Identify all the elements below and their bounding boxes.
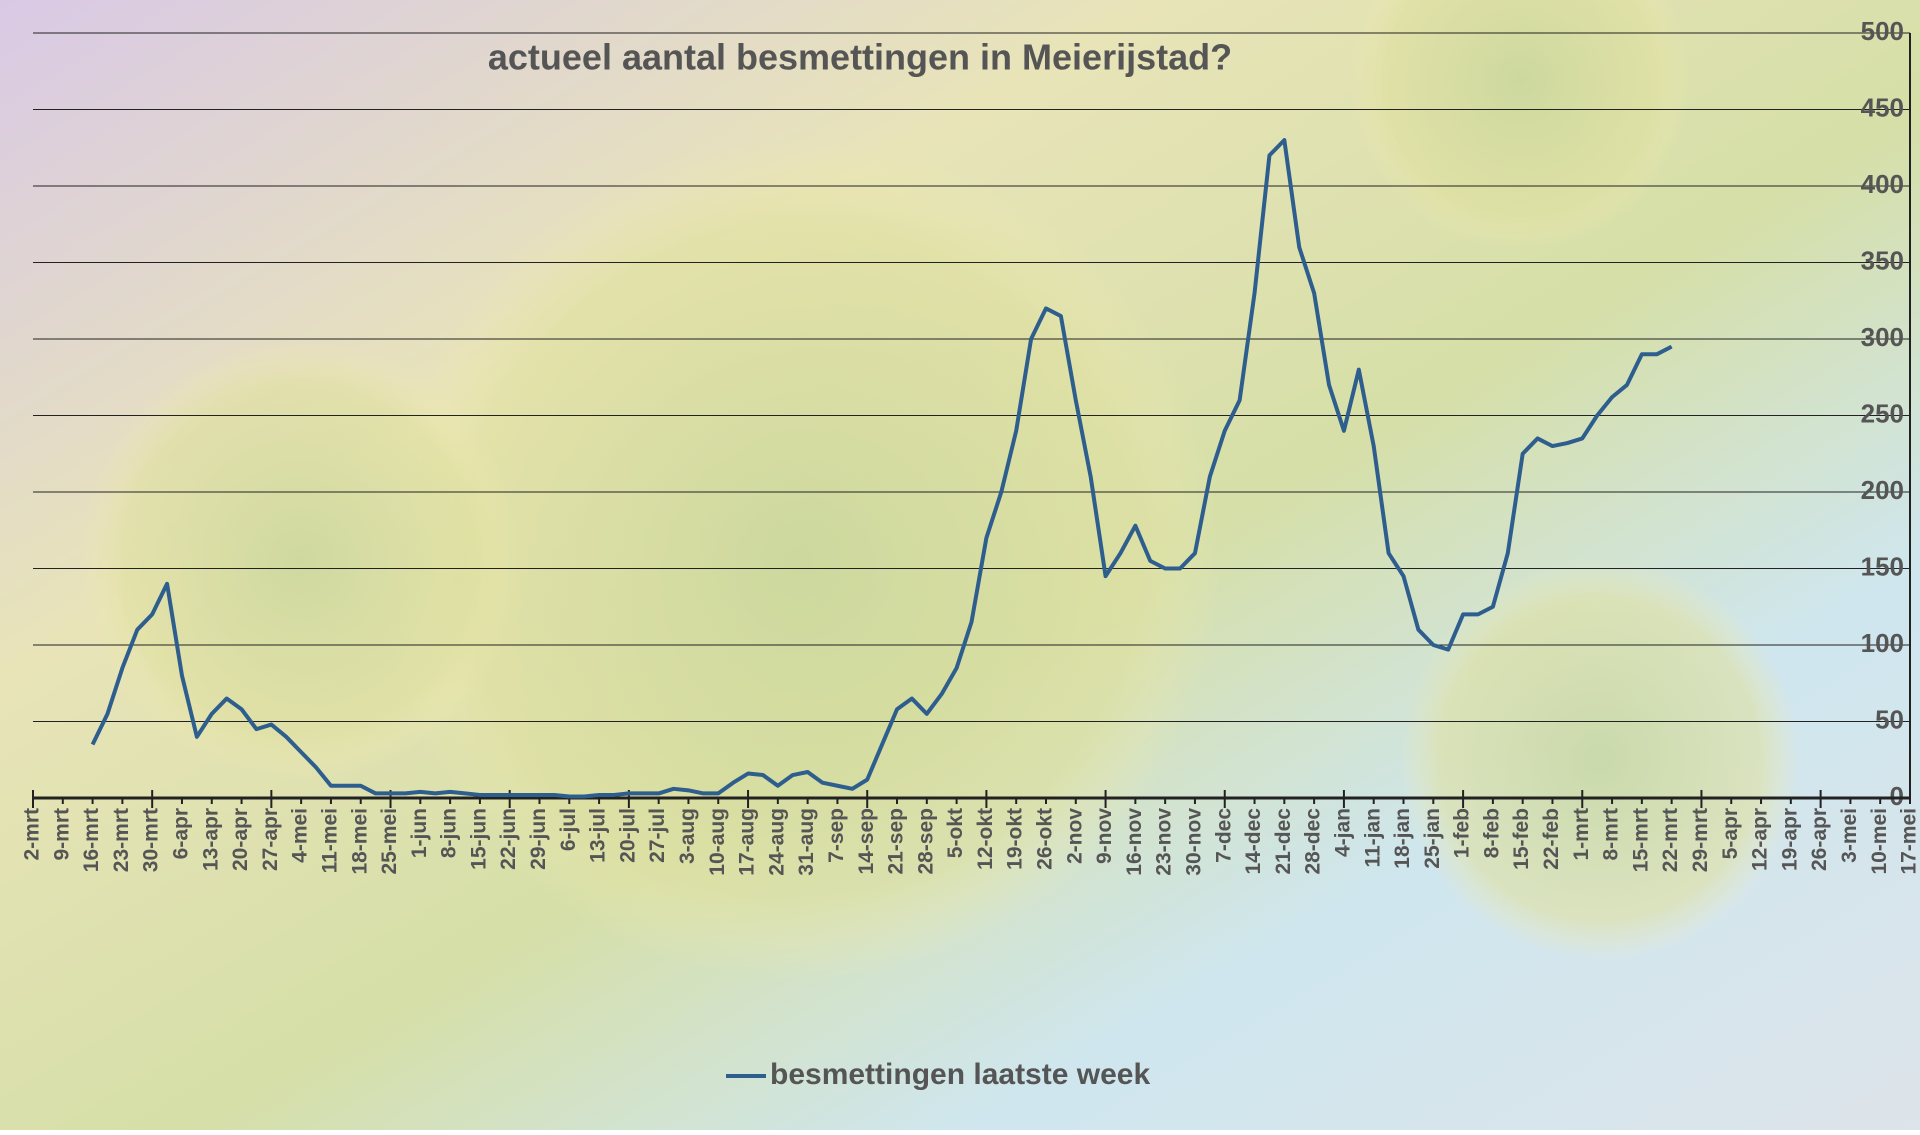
x-tick-label: 29-jun (527, 808, 550, 870)
x-tick-label: 12-apr (1749, 808, 1772, 871)
legend-label: besmettingen laatste week (770, 1058, 1150, 1091)
x-tick-label: 9-mrt (50, 808, 73, 861)
x-tick-label: 11-mei (318, 808, 341, 873)
x-tick-label: 4-mei (289, 808, 312, 863)
background-virus (1350, 0, 1690, 250)
x-tick-label: 3-mei (1838, 808, 1861, 863)
x-tick-label: 9-nov (1093, 808, 1116, 864)
x-tick-label: 13-apr (199, 808, 222, 871)
x-tick-label: 19-apr (1778, 808, 1801, 871)
x-tick-label: 16-mrt (80, 808, 103, 872)
y-tick-label: 350 (1861, 245, 1904, 275)
x-tick-label: 21-sep (885, 808, 908, 875)
x-tick-label: 8-jun (438, 808, 461, 858)
x-tick-label: 26-apr (1808, 808, 1831, 871)
chart-title: actueel aantal besmettingen in Meierijst… (488, 37, 1232, 78)
x-tick-label: 24-aug (765, 808, 788, 876)
y-tick-label: 200 (1861, 475, 1904, 505)
x-tick-label: 25-mei (378, 808, 401, 875)
x-tick-label: 1-jun (408, 808, 431, 858)
x-tick-label: 19-okt (1004, 808, 1027, 870)
x-tick-label: 1-feb (1451, 808, 1474, 858)
y-tick-label: 450 (1861, 92, 1904, 122)
x-tick-label: 17-mei (1898, 808, 1920, 875)
x-tick-label: 21-dec (1272, 808, 1295, 875)
x-tick-label: 26-okt (1034, 808, 1057, 870)
x-tick-label: 15-mrt (1629, 808, 1652, 872)
x-tick-label: 1-mrt (1570, 808, 1593, 861)
y-tick-label: 300 (1861, 322, 1904, 352)
x-tick-label: 12-okt (974, 808, 997, 870)
x-tick-label: 10-mei (1868, 808, 1891, 875)
x-tick-label: 5-apr (1719, 808, 1742, 859)
x-tick-label: 23-mrt (110, 808, 133, 872)
y-tick-label: 0 (1890, 781, 1904, 811)
x-tick-label: 31-aug (795, 808, 818, 876)
y-tick-label: 100 (1861, 628, 1904, 658)
y-tick-label: 500 (1861, 16, 1904, 46)
x-tick-label: 17-aug (736, 808, 759, 876)
data-line (90, 138, 1673, 799)
x-tick-label: 25-jan (1421, 808, 1444, 869)
x-tick-label: 23-nov (1153, 808, 1176, 876)
x-tick-label: 15-feb (1510, 808, 1533, 870)
x-tick-label: 30-nov (1182, 808, 1205, 876)
y-tick-label: 400 (1861, 169, 1904, 199)
x-tick-label: 2-nov (1063, 808, 1086, 864)
x-tick-label: 2-mrt (21, 808, 44, 861)
x-tick-label: 14-sep (855, 808, 878, 875)
x-tick-label: 20-apr (229, 808, 252, 871)
background-virus (380, 140, 1220, 980)
y-tick-label: 150 (1861, 551, 1904, 581)
x-tick-label: 4-jan (1331, 808, 1354, 857)
x-tick-label: 6-jul (557, 808, 580, 851)
x-tick-label: 22-jun (497, 808, 520, 870)
x-tick-label: 29-mrt (1689, 808, 1712, 872)
x-tick-label: 27-apr (259, 808, 282, 871)
x-tick-label: 7-dec (1212, 808, 1235, 863)
x-tick-label: 18-jan (1391, 808, 1414, 869)
x-tick-label: 18-mei (348, 808, 371, 875)
x-tick-label: 27-jul (646, 808, 669, 863)
x-tick-label: 13-jul (587, 808, 610, 863)
x-tick-label: 15-jun (467, 808, 490, 870)
x-tick-label: 8-mrt (1600, 808, 1623, 861)
y-tick-label: 50 (1875, 704, 1904, 734)
x-tick-label: 20-jul (616, 808, 639, 863)
x-tick-label: 11-jan (1361, 808, 1384, 868)
x-tick-label: 14-dec (1242, 808, 1265, 875)
x-tick-label: 30-mrt (140, 808, 163, 872)
x-tick-label: 16-nov (1123, 808, 1146, 876)
x-tick-label: 5-okt (944, 808, 967, 858)
x-tick-label: 7-sep (825, 808, 848, 863)
x-tick-label: 28-dec (1302, 808, 1325, 875)
x-tick-label: 22-mrt (1659, 808, 1682, 872)
x-tick-label: 10-aug (706, 808, 729, 876)
x-tick-label: 8-feb (1480, 808, 1503, 858)
background-virus (80, 340, 520, 780)
background-virus (1400, 560, 1800, 960)
x-tick-label: 22-feb (1540, 808, 1563, 870)
x-tick-label: 28-sep (914, 808, 937, 875)
x-tick-label: 6-apr (170, 808, 193, 859)
y-tick-label: 250 (1861, 398, 1904, 428)
x-tick-label: 3-aug (676, 808, 699, 864)
